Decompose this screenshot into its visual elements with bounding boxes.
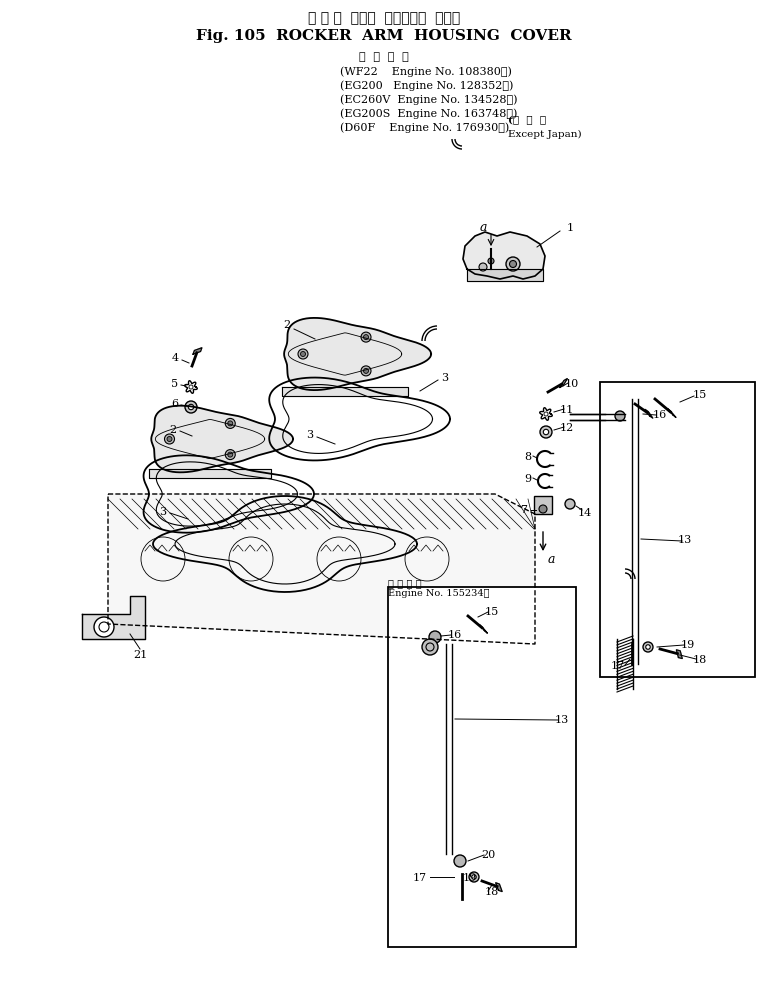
Circle shape (510, 261, 517, 268)
Circle shape (488, 258, 494, 264)
Circle shape (361, 333, 371, 343)
Circle shape (506, 257, 520, 271)
Circle shape (471, 875, 476, 880)
Text: (EG200   Engine No. 128352～): (EG200 Engine No. 128352～) (340, 81, 514, 91)
Text: 18: 18 (485, 886, 499, 897)
Circle shape (189, 386, 193, 390)
Polygon shape (284, 319, 431, 391)
Circle shape (544, 413, 548, 416)
Polygon shape (282, 387, 408, 396)
Text: (EC260V  Engine No. 134528～): (EC260V Engine No. 134528～) (340, 94, 518, 105)
Text: 13: 13 (555, 715, 569, 725)
Circle shape (361, 367, 371, 377)
Text: (WF22    Engine No. 108380～): (WF22 Engine No. 108380～) (340, 67, 512, 78)
Polygon shape (667, 410, 676, 418)
Circle shape (454, 855, 466, 867)
Circle shape (469, 872, 479, 882)
Circle shape (165, 434, 175, 444)
Text: 3: 3 (159, 507, 167, 517)
Text: (海  外  向: (海 外 向 (508, 115, 546, 124)
Bar (600, 383, 755, 677)
Circle shape (422, 639, 438, 655)
Circle shape (643, 642, 653, 652)
Text: 15: 15 (485, 606, 499, 616)
Text: 1: 1 (567, 223, 574, 233)
Polygon shape (108, 494, 535, 644)
Text: Fig. 105  ROCKER  ARM  HOUSING  COVER: Fig. 105 ROCKER ARM HOUSING COVER (196, 29, 572, 43)
Circle shape (364, 335, 368, 340)
Text: 8: 8 (524, 451, 531, 461)
Text: 20: 20 (481, 849, 495, 859)
Text: ロ ッ カ  アーム  ハウジング  カバー: ロ ッ カ アーム ハウジング カバー (308, 11, 460, 25)
Bar (388, 587, 576, 947)
Circle shape (225, 419, 235, 429)
Text: 17: 17 (611, 660, 625, 670)
Circle shape (479, 263, 487, 271)
Text: a: a (548, 553, 554, 566)
Text: 適 用 号 機: 適 用 号 機 (388, 579, 421, 587)
Circle shape (646, 645, 651, 650)
Text: 16: 16 (653, 410, 667, 419)
Text: 4: 4 (171, 353, 178, 363)
Text: a: a (479, 222, 487, 235)
Text: 15: 15 (693, 390, 707, 400)
Polygon shape (496, 883, 502, 892)
Polygon shape (463, 233, 545, 279)
Text: 3: 3 (306, 429, 314, 439)
Polygon shape (677, 650, 682, 659)
Text: (D60F    Engine No. 176930～): (D60F Engine No. 176930～) (340, 122, 509, 133)
Text: 9: 9 (524, 473, 531, 483)
Polygon shape (193, 348, 202, 355)
Circle shape (228, 452, 233, 457)
Circle shape (429, 631, 441, 643)
Text: 2: 2 (284, 320, 291, 330)
Polygon shape (82, 596, 145, 639)
Circle shape (225, 450, 235, 460)
Circle shape (544, 429, 549, 435)
Text: 17: 17 (413, 872, 427, 882)
Polygon shape (467, 269, 543, 281)
Text: 13: 13 (678, 535, 692, 545)
Polygon shape (479, 625, 488, 633)
Text: 適  用  号  機: 適 用 号 機 (359, 52, 409, 63)
Polygon shape (560, 379, 568, 388)
Circle shape (188, 405, 194, 411)
Text: Engine No. 155234～: Engine No. 155234～ (388, 588, 490, 598)
Text: (EG200S  Engine No. 163748～): (EG200S Engine No. 163748～) (340, 108, 518, 119)
Text: Except Japan): Except Japan) (508, 129, 581, 138)
Text: 6: 6 (171, 399, 178, 409)
Circle shape (298, 350, 308, 360)
Circle shape (167, 437, 172, 442)
Text: 7: 7 (521, 505, 528, 515)
Circle shape (364, 369, 368, 374)
Circle shape (565, 500, 575, 510)
Text: 16: 16 (448, 629, 462, 639)
Text: 11: 11 (560, 405, 574, 414)
Circle shape (228, 421, 233, 426)
Circle shape (185, 402, 197, 414)
Text: 10: 10 (565, 379, 579, 389)
Circle shape (615, 412, 625, 421)
Circle shape (94, 617, 114, 637)
Bar (534, 496, 552, 515)
Text: 19: 19 (463, 872, 477, 882)
Text: 3: 3 (441, 373, 448, 383)
Text: 2: 2 (169, 424, 177, 434)
Text: 21: 21 (133, 649, 147, 659)
Polygon shape (149, 469, 271, 478)
Circle shape (540, 426, 552, 438)
Text: 12: 12 (560, 422, 574, 432)
Polygon shape (151, 407, 293, 473)
Text: 19: 19 (681, 639, 695, 649)
Text: 5: 5 (171, 379, 178, 389)
Text: 14: 14 (578, 508, 592, 518)
Polygon shape (645, 410, 653, 418)
Circle shape (301, 352, 305, 357)
Text: 18: 18 (693, 654, 707, 664)
Circle shape (539, 506, 547, 514)
